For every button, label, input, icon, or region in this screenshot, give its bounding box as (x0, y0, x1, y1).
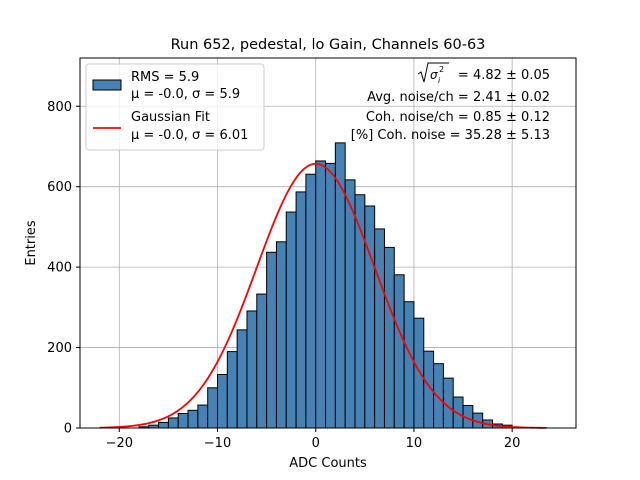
legend-frame (85, 63, 265, 151)
sqrt-sigma-symbol: σ 2 i (417, 62, 449, 85)
histogram-bar (167, 417, 179, 429)
x-axis-ticks: −20 −10 0 10 20 (106, 428, 521, 451)
legend: RMS = 5.9 μ = -0.0, σ = 5.9 Gaussian Fit… (85, 63, 265, 151)
histogram-bar (295, 191, 307, 429)
histogram-bar (364, 205, 376, 429)
avg-noise-annotation: Avg. noise/ch = 2.41 ± 0.02 (367, 90, 550, 105)
plot-frame (79, 57, 577, 429)
x-axis-label: ADC Counts (289, 456, 367, 471)
x-tick-label: −20 (106, 436, 133, 451)
histogram-bar (177, 413, 189, 429)
histogram-bar (344, 179, 356, 429)
y-tick-label: 600 (47, 180, 72, 195)
gaussian-fit-curve (99, 162, 547, 429)
histogram-bar (374, 228, 385, 429)
histogram-bar (393, 274, 405, 429)
y-axis-ticks: 0 200 400 600 800 (47, 100, 80, 437)
y-tick-label: 200 (47, 341, 72, 356)
legend-fit-stats: μ = -0.0, σ = 6.01 (131, 128, 248, 143)
histogram-bar (433, 363, 444, 429)
svg-text:σ: σ (430, 68, 438, 82)
histogram-bar (217, 374, 228, 429)
y-tick-label: 800 (47, 100, 72, 115)
histogram-bar (383, 246, 395, 429)
histogram-bar (413, 317, 425, 429)
x-tick-label: 20 (504, 436, 521, 451)
histogram-bar (305, 173, 317, 429)
histogram-bar (207, 387, 219, 429)
histogram-bar (226, 351, 238, 429)
legend-rms-label: RMS = 5.9 (131, 70, 199, 85)
histogram-bar (275, 241, 287, 429)
pct-coh-noise-annotation: [%] Coh. noise = 35.28 ± 5.13 (351, 128, 550, 143)
histogram-bar (325, 162, 336, 429)
histogram-bar (315, 160, 327, 429)
histogram-bar (236, 329, 248, 429)
legend-fit-label: Gaussian Fit (131, 110, 210, 125)
histogram-bar (158, 421, 169, 429)
x-tick-label: 0 (312, 436, 320, 451)
y-tick-label: 400 (47, 261, 72, 276)
legend-histogram-stats: μ = -0.0, σ = 5.9 (131, 87, 240, 102)
histogram-bar (266, 251, 277, 429)
y-axis-label: Entries (24, 220, 39, 266)
histogram-bar (256, 293, 268, 429)
histogram-bars (138, 142, 533, 429)
histogram-bar (246, 310, 258, 429)
x-tick-label: −10 (204, 436, 231, 451)
y-tick-label: 0 (64, 422, 72, 437)
svg-text:i: i (438, 76, 441, 85)
gaussian-fit (99, 162, 547, 429)
noise-annotations: σ 2 i = 4.82 ± 0.05 Avg. noise/ch = 2.41… (351, 62, 550, 143)
histogram-bar (285, 211, 297, 429)
chart-title: Run 652, pedestal, lo Gain, Channels 60-… (171, 37, 486, 53)
histogram-bar (403, 301, 415, 429)
legend-histogram-swatch (92, 79, 122, 91)
sqrt-noise-value: = 4.82 ± 0.05 (458, 68, 550, 83)
x-tick-label: 10 (406, 436, 423, 451)
histogram-bar (187, 409, 199, 429)
coh-noise-annotation: Coh. noise/ch = 0.85 ± 0.12 (366, 110, 550, 125)
svg-text:2: 2 (439, 65, 444, 74)
histogram-bar (197, 404, 209, 429)
